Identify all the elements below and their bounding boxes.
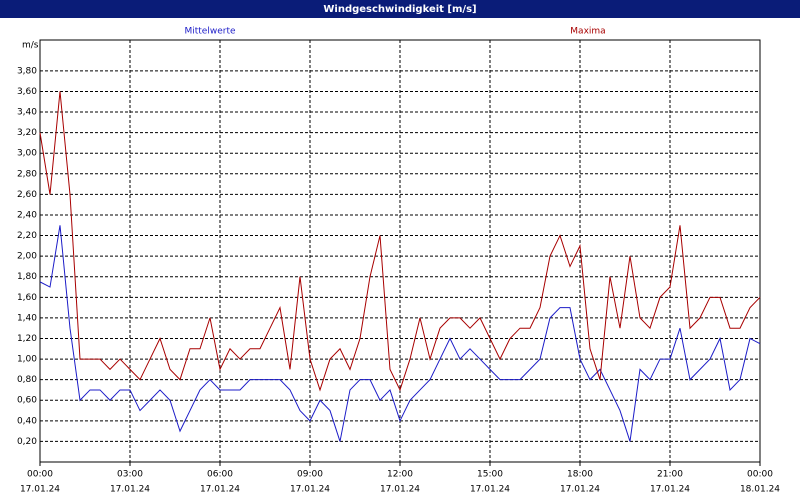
y-tick-label: 3,40 [17,108,37,118]
x-tick-label: 06:00 [207,470,233,480]
y-tick-label: 3,80 [17,66,37,76]
x-tick-date: 17.01.24 [650,485,690,495]
legend-label: Maxima [570,27,605,37]
x-tick-date: 17.01.24 [200,485,240,495]
y-axis-label: m/s [22,41,39,51]
y-tick-label: 2,80 [17,169,37,179]
x-tick-date: 17.01.24 [380,485,420,495]
x-tick-date: 17.01.24 [20,485,60,495]
title-bar [0,0,800,18]
x-tick-label: 09:00 [297,470,323,480]
y-tick-label: 1,00 [17,355,37,365]
x-tick-date: 17.01.24 [110,485,150,495]
y-tick-label: 0,80 [17,375,37,385]
y-tick-label: 0,60 [17,396,37,406]
x-tick-date: 17.01.24 [470,485,510,495]
x-tick-label: 18:00 [567,470,593,480]
y-tick-label: 2,00 [17,252,37,262]
y-tick-label: 0,20 [17,437,37,447]
y-tick-label: 3,00 [17,149,37,159]
line-series [39,225,761,442]
y-tick-label: 2,40 [17,210,37,220]
x-tick-date: 17.01.24 [290,485,330,495]
x-tick-date: 18.01.24 [740,485,780,495]
x-tick-label: 00:00 [747,470,773,480]
y-tick-label: 0,40 [17,416,37,426]
x-tick-label: 00:00 [27,470,53,480]
x-tick-label: 12:00 [387,470,413,480]
x-tick-label: 21:00 [657,470,683,480]
chart-title: Windgeschwindigkeit [m/s] [323,4,476,15]
y-tick-label: 1,40 [17,313,37,323]
y-tick-label: 1,60 [17,293,37,303]
x-tick-label: 03:00 [117,470,143,480]
legend-label: Mittelwerte [184,27,235,37]
y-tick-label: 3,20 [17,128,37,138]
y-tick-label: 3,60 [17,87,37,97]
y-tick-label: 1,20 [17,334,37,344]
x-tick-label: 15:00 [477,470,503,480]
line-series [39,91,761,392]
x-tick-date: 17.01.24 [560,485,600,495]
y-tick-label: 1,80 [17,272,37,282]
y-tick-label: 2,20 [17,231,37,241]
y-tick-label: 2,60 [17,190,37,200]
